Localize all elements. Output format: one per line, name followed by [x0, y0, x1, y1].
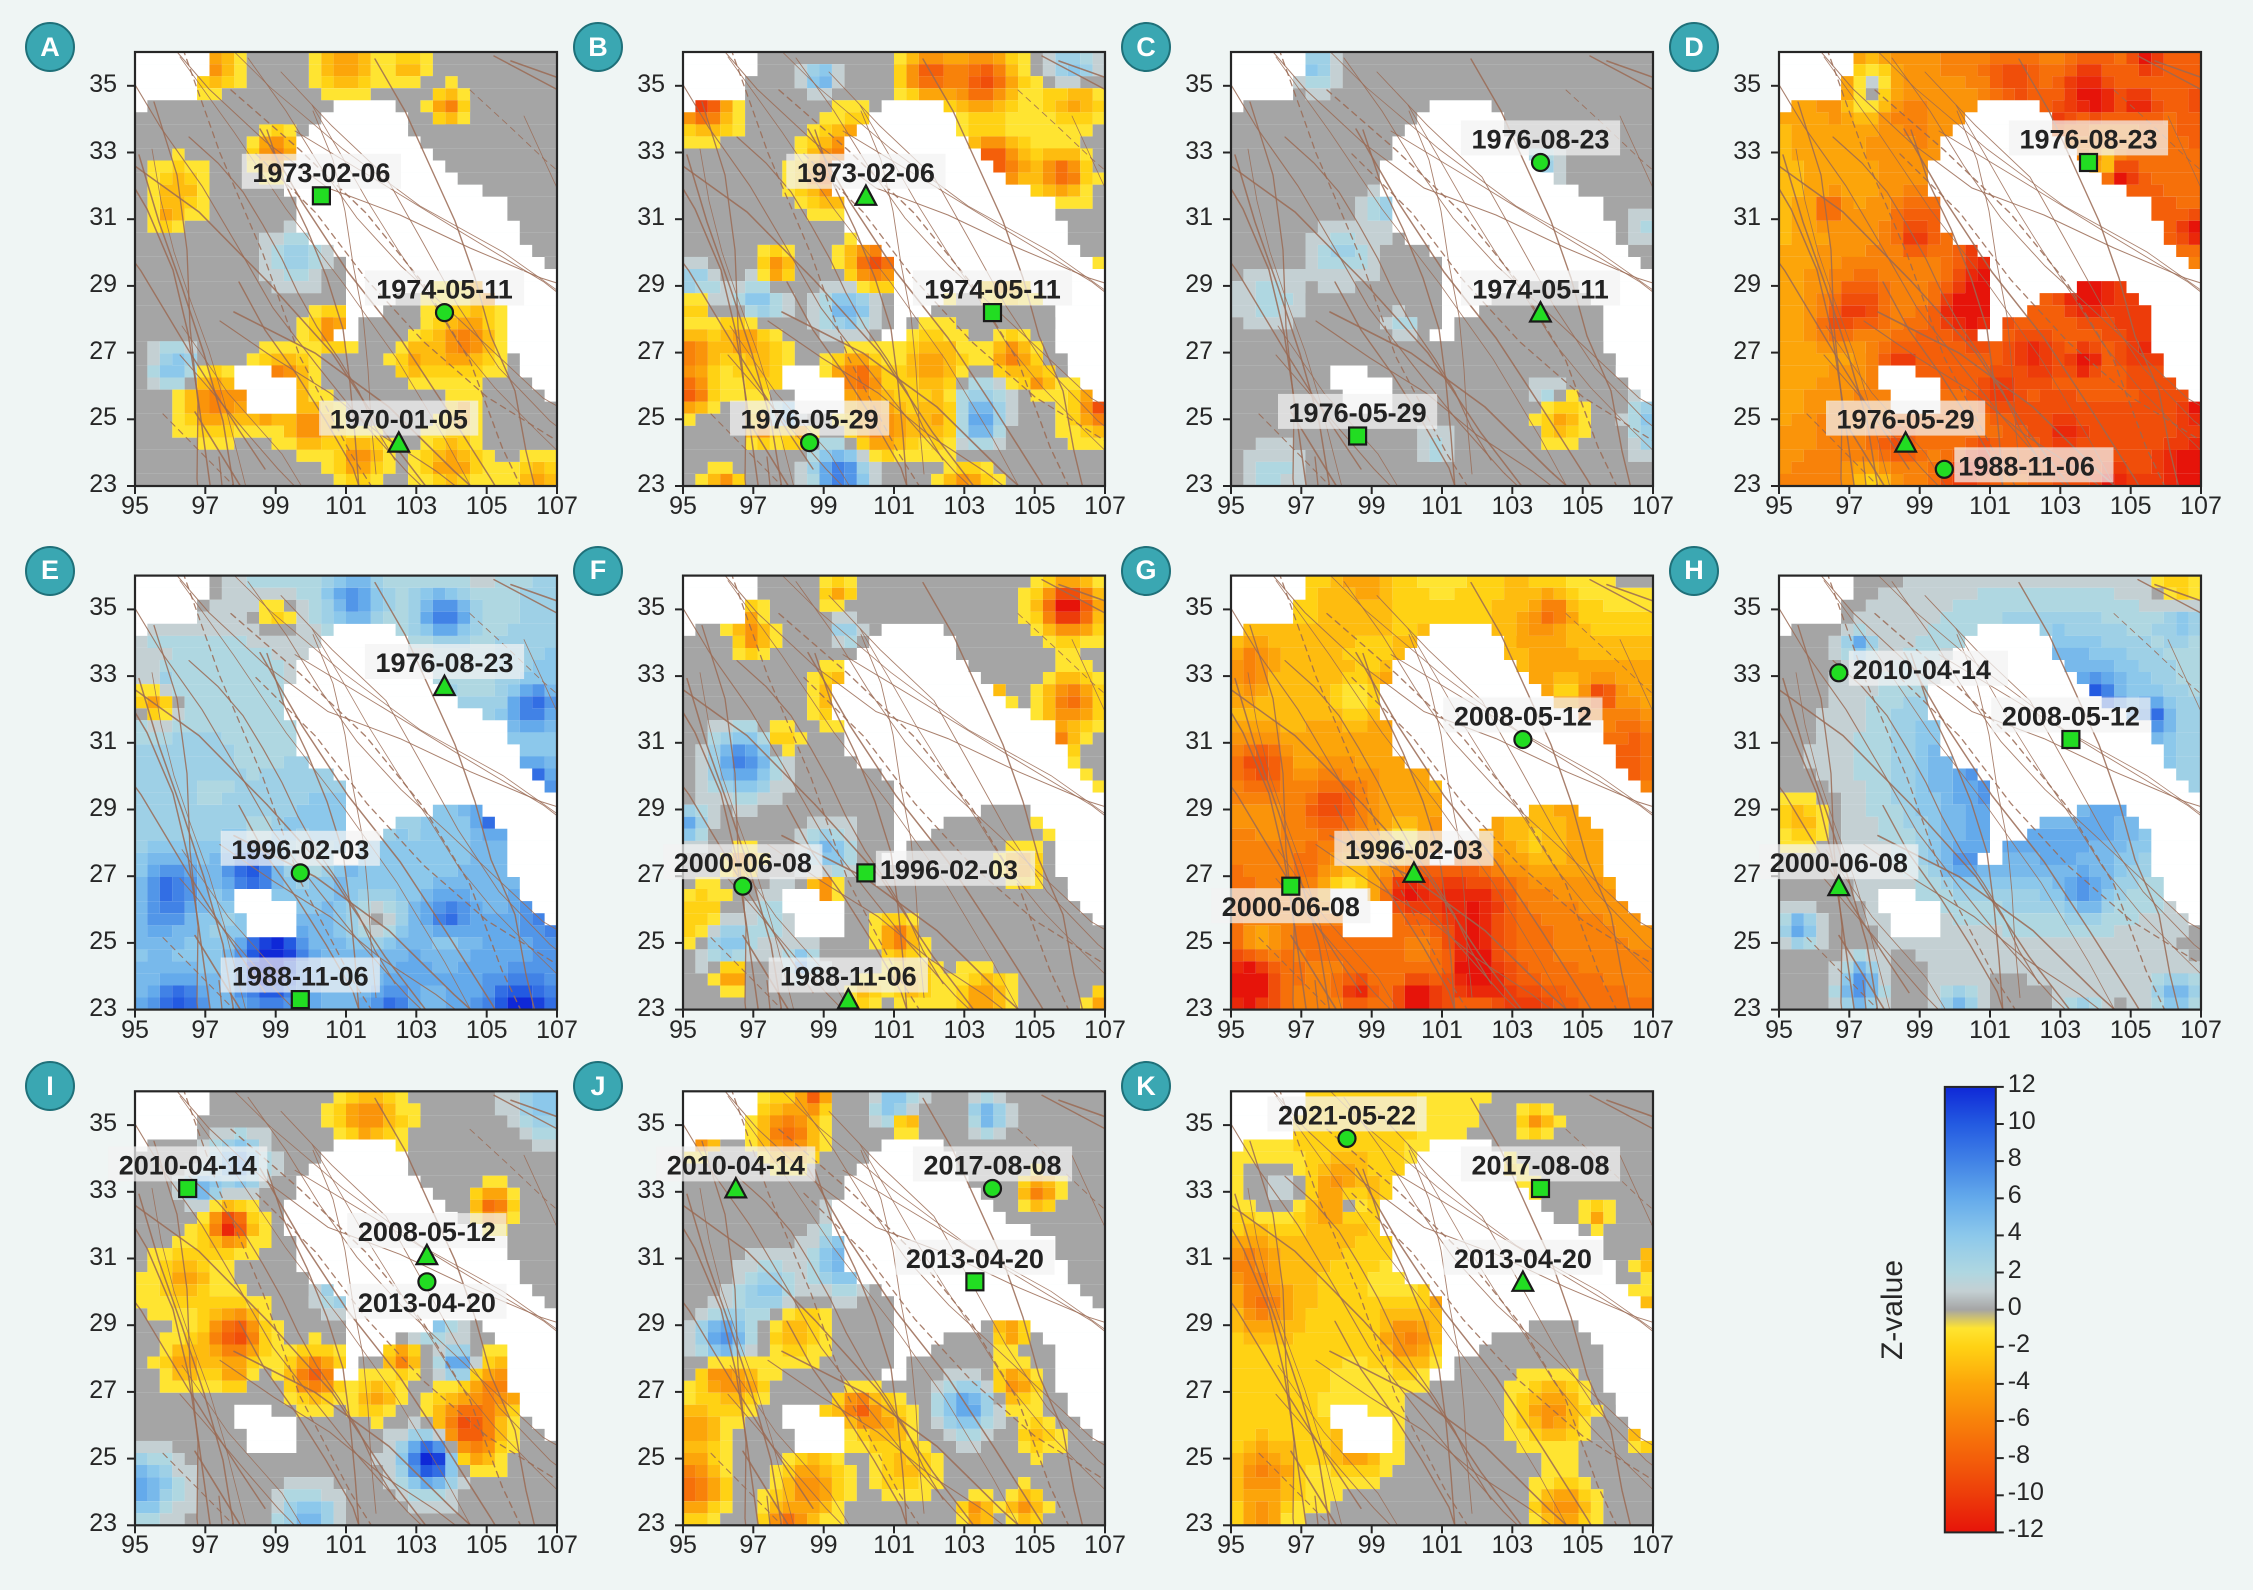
svg-text:2010-04-14: 2010-04-14	[1853, 655, 1991, 685]
svg-text:2008-05-12: 2008-05-12	[1454, 702, 1592, 732]
svg-text:1996-02-03: 1996-02-03	[880, 855, 1018, 885]
svg-text:2000-06-08: 2000-06-08	[674, 848, 812, 878]
svg-text:1976-05-29: 1976-05-29	[1289, 398, 1427, 428]
svg-text:1976-05-29: 1976-05-29	[741, 405, 879, 435]
svg-text:1973-02-06: 1973-02-06	[252, 158, 390, 188]
svg-text:2013-04-20: 2013-04-20	[358, 1288, 496, 1318]
svg-text:2010-04-14: 2010-04-14	[119, 1151, 257, 1181]
svg-text:1976-08-23: 1976-08-23	[1471, 125, 1609, 155]
svg-text:2017-08-08: 2017-08-08	[923, 1151, 1061, 1181]
svg-text:1988-11-06: 1988-11-06	[232, 962, 369, 992]
svg-text:2021-05-22: 2021-05-22	[1278, 1100, 1416, 1130]
svg-text:2017-08-08: 2017-08-08	[1471, 1151, 1609, 1181]
svg-text:1976-08-23: 1976-08-23	[2019, 125, 2157, 155]
svg-text:2008-05-12: 2008-05-12	[2002, 702, 2140, 732]
svg-text:2013-04-20: 2013-04-20	[906, 1244, 1044, 1274]
svg-text:1996-02-03: 1996-02-03	[231, 835, 369, 865]
svg-text:1974-05-11: 1974-05-11	[376, 275, 513, 305]
svg-text:2000-06-08: 2000-06-08	[1222, 892, 1360, 922]
svg-text:1974-05-11: 1974-05-11	[924, 275, 1061, 305]
svg-text:1988-11-06: 1988-11-06	[1958, 451, 2095, 481]
